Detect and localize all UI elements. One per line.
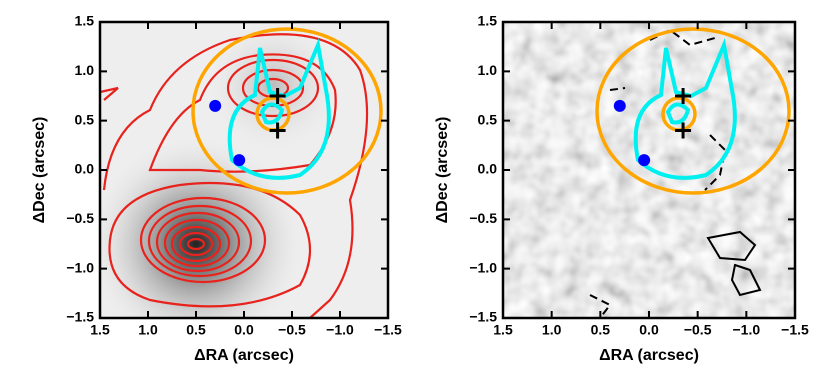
y-axis-label: ΔDec (arcsec) xyxy=(31,117,48,224)
point xyxy=(233,154,246,167)
plus-marker xyxy=(675,88,692,104)
plus-marker xyxy=(269,122,286,139)
x-tick-label: 0.5 xyxy=(186,322,206,338)
y-tick-label: −1.0 xyxy=(66,259,94,275)
y-tick-label: 0.5 xyxy=(478,111,498,127)
x-tick-label: −1.5 xyxy=(781,322,809,338)
x-tick-label: −1.0 xyxy=(326,322,354,338)
plus-marker xyxy=(675,122,692,139)
point xyxy=(613,99,626,112)
plus-marker xyxy=(269,88,286,104)
x-tick-label: −1.0 xyxy=(733,322,761,338)
left-image xyxy=(100,22,388,318)
cyan-contour xyxy=(227,37,331,180)
y-tick-label: −0.5 xyxy=(469,210,497,226)
x-tick-label: 1.0 xyxy=(542,322,562,338)
y-tick-label: 0.5 xyxy=(75,111,95,127)
x-tick-label: 1.5 xyxy=(90,322,110,338)
y-tick-label: −0.5 xyxy=(66,210,94,226)
red-contours xyxy=(100,33,369,318)
x-tick-label: 0.0 xyxy=(639,322,659,338)
y-tick-label: 1.5 xyxy=(75,13,95,29)
y-tick-label: 1.5 xyxy=(478,13,498,29)
y-tick-label: −1.5 xyxy=(469,309,497,325)
x-tick-label: 1.5 xyxy=(493,322,513,338)
y-axis-label: ΔDec (arcsec) xyxy=(434,117,451,224)
y-tick-label: 1.0 xyxy=(75,62,95,78)
point xyxy=(638,154,651,167)
y-tick-label: 0.0 xyxy=(478,161,498,177)
x-tick-label: −0.5 xyxy=(684,322,712,338)
x-tick-label: −0.5 xyxy=(278,322,306,338)
x-tick-label: −1.5 xyxy=(374,322,402,338)
x-axis-label: ΔRA (arcsec) xyxy=(194,347,294,364)
y-tick-label: 0.0 xyxy=(75,161,95,177)
y-tick-label: −1.0 xyxy=(469,259,497,275)
cyan-contour xyxy=(633,37,737,180)
point xyxy=(209,99,222,112)
x-tick-label: 0.0 xyxy=(234,322,254,338)
y-tick-label: 1.0 xyxy=(478,62,498,78)
x-axis-label: ΔRA (arcsec) xyxy=(599,347,699,364)
y-tick-label: −1.5 xyxy=(66,309,94,325)
x-tick-label: 0.5 xyxy=(591,322,611,338)
x-tick-label: 1.0 xyxy=(138,322,158,338)
right-image xyxy=(503,22,795,318)
